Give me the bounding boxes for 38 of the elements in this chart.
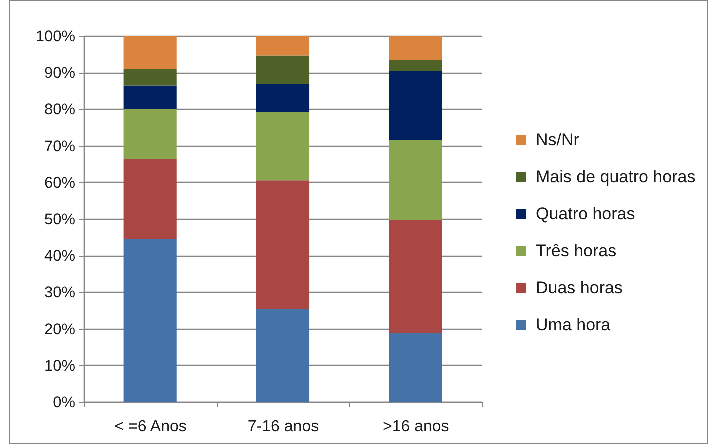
- y-tick-label: 20%: [44, 321, 76, 338]
- bar: [256, 180, 310, 310]
- y-tick-label: 100%: [36, 28, 76, 46]
- legend-label: Mais de quatro horas: [536, 168, 696, 186]
- y-tick-label: 70%: [44, 138, 76, 156]
- bar: [124, 86, 177, 110]
- bar: [389, 334, 442, 402]
- bar: [124, 69, 177, 86]
- bar: [124, 239, 177, 402]
- legend-label: Uma hora: [536, 316, 612, 334]
- bar: [124, 109, 177, 159]
- y-tick-label: 30%: [44, 284, 76, 302]
- y-tick-label: 80%: [44, 102, 76, 119]
- bar: [389, 220, 442, 334]
- bar: [256, 36, 310, 56]
- y-tick-label: 10%: [44, 358, 76, 375]
- y-tick-label: 40%: [44, 248, 76, 266]
- bar: [256, 112, 310, 181]
- y-tick-label: 60%: [44, 174, 76, 192]
- bar: [389, 72, 442, 140]
- legend-label: Ns/Nr: [536, 130, 580, 150]
- y-tick-label: 50%: [44, 212, 76, 228]
- x-tick-label: < =6 Anos: [114, 418, 187, 436]
- bar: [256, 309, 310, 402]
- bar: [256, 56, 310, 84]
- y-tick-label: 90%: [44, 65, 76, 82]
- y-tick-label: 0%: [53, 394, 76, 412]
- bar: [256, 84, 310, 112]
- bar: [389, 36, 442, 61]
- bar: [124, 158, 177, 240]
- legend-label: Quatro horas: [536, 204, 636, 224]
- bar: [124, 36, 177, 70]
- x-tick-label: 7-16 anos: [248, 418, 320, 436]
- bar: [389, 60, 442, 72]
- x-tick-label: >16 anos: [383, 418, 450, 436]
- legend-label: Duas horas: [536, 278, 623, 298]
- legend-label: Três horas: [536, 242, 617, 260]
- bar: [389, 140, 442, 220]
